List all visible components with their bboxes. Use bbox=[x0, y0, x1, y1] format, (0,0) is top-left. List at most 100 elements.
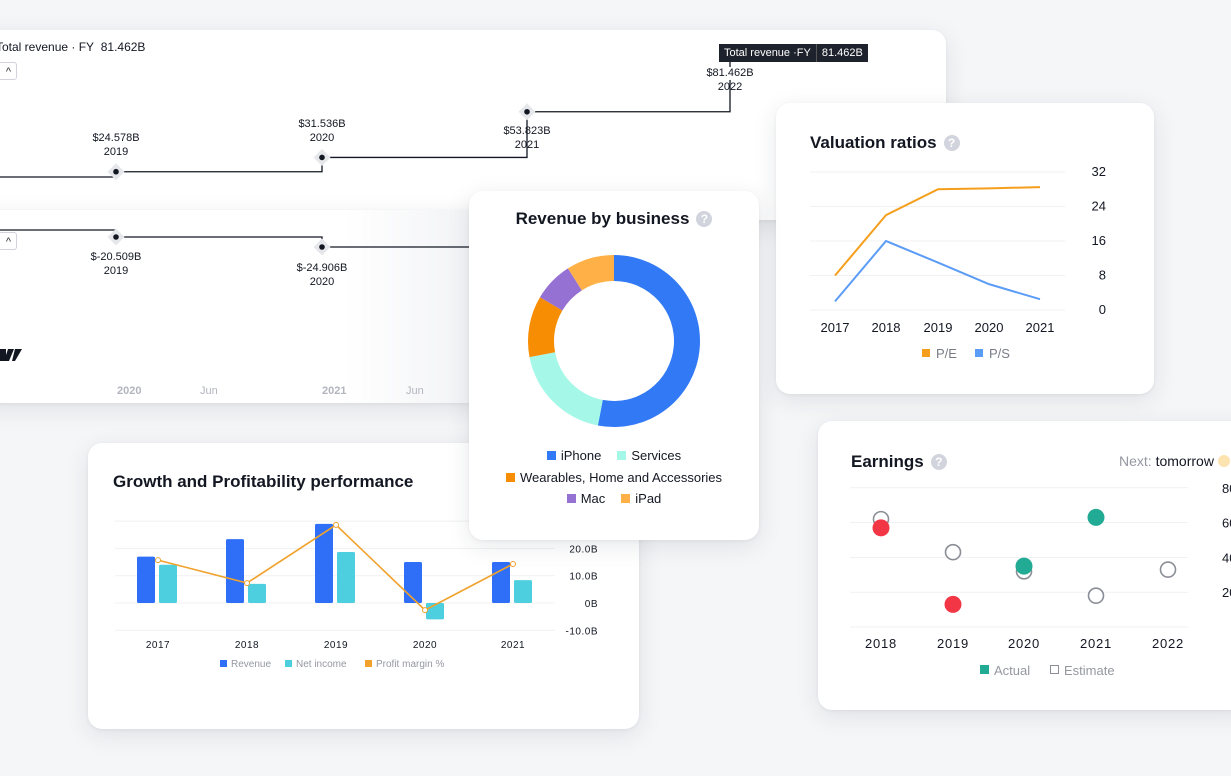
x-tick-label: 2020 bbox=[1008, 636, 1040, 651]
card-title: Valuation ratios? bbox=[810, 133, 960, 153]
legend-label: Wearables, Home and Accessories bbox=[519, 470, 723, 485]
revenue-step-line bbox=[0, 58, 731, 178]
donut-slice-services bbox=[529, 352, 603, 426]
x-tick-label: 2018 bbox=[865, 636, 897, 651]
legend-swatch bbox=[1050, 665, 1059, 674]
legend-swatch bbox=[365, 660, 372, 667]
year-label: 2021 bbox=[514, 139, 540, 151]
tooltip-value: 81.462B bbox=[821, 47, 863, 59]
legend-swatch bbox=[975, 349, 983, 357]
legend-label: Profit margin % bbox=[376, 659, 444, 670]
legend-swatch bbox=[285, 660, 292, 667]
card-title: Earnings? bbox=[851, 452, 947, 472]
legend-swatch bbox=[546, 451, 556, 460]
data-point bbox=[113, 168, 119, 175]
help-icon[interactable]: ? bbox=[696, 211, 713, 227]
profit-margin-line bbox=[157, 523, 514, 612]
legend-swatch bbox=[980, 665, 989, 674]
legend-label: Net income bbox=[296, 659, 347, 670]
y-tick-label: 0B bbox=[585, 599, 598, 610]
legend-item[interactable]: iPhone bbox=[546, 448, 602, 463]
bar-revenue bbox=[404, 562, 422, 603]
help-icon[interactable]: ? bbox=[943, 135, 960, 151]
bar-revenue bbox=[137, 556, 155, 603]
data-label: $81.462B bbox=[700, 67, 760, 80]
legend-item[interactable]: Mac bbox=[566, 491, 605, 506]
valuation-ratios-card: Valuation ratios? 32 24 16 8 0 2017 2018 2019 20… bbox=[776, 103, 1154, 394]
year-label: 2019 bbox=[103, 265, 129, 277]
legend-swatch bbox=[617, 451, 627, 460]
actual-point-beat bbox=[1015, 557, 1033, 575]
x-tick-label: 2017 bbox=[821, 320, 850, 335]
legend-label: P/E bbox=[936, 346, 957, 361]
brand-logo bbox=[0, 349, 22, 361]
help-icon[interactable]: ? bbox=[930, 454, 947, 470]
bar-net-income bbox=[337, 551, 355, 603]
actual-point-miss bbox=[872, 519, 890, 537]
bar-net-income bbox=[514, 580, 532, 603]
x-tick-label: 2019 bbox=[924, 320, 953, 335]
estimate-point bbox=[944, 543, 962, 561]
tooltip-label: Total revenue ·FY bbox=[719, 44, 817, 62]
y-tick-label: 20.0B bbox=[569, 544, 598, 555]
profit-margin-point bbox=[333, 521, 339, 528]
legend-item[interactable]: iPad bbox=[621, 491, 661, 506]
time-axis-tick: Jun bbox=[406, 385, 424, 397]
legend-label: Actual bbox=[994, 663, 1030, 678]
legend-row: Wearables, Home and Accessories bbox=[469, 470, 759, 485]
year-label: 2022 bbox=[717, 81, 743, 93]
y-tick-label: 40 bbox=[1222, 550, 1231, 565]
legend-item[interactable]: Wearables, Home and Accessories bbox=[505, 470, 723, 485]
second-step-line bbox=[0, 229, 470, 248]
collapse-button[interactable]: ^ bbox=[0, 62, 17, 80]
data-point bbox=[113, 234, 119, 240]
bar-revenue bbox=[315, 523, 333, 603]
profit-margin-point bbox=[422, 607, 428, 614]
x-tick-label: 2019 bbox=[324, 640, 348, 651]
legend-label: iPhone bbox=[560, 448, 602, 463]
y-tick-label: 80 bbox=[1222, 481, 1231, 496]
revenue-by-business-card: Revenue by business? iPhone Services Weara… bbox=[469, 191, 759, 540]
x-tick-label: 2021 bbox=[1080, 636, 1112, 651]
y-tick-label: 0 bbox=[1099, 302, 1106, 317]
bar-revenue bbox=[226, 539, 244, 603]
x-tick-label: 2021 bbox=[501, 640, 525, 651]
title-text: Valuation ratios bbox=[810, 133, 937, 152]
legend-item[interactable]: Services bbox=[617, 448, 681, 463]
next-label: Next: bbox=[1119, 453, 1152, 469]
bar-net-income bbox=[248, 583, 266, 603]
time-axis-tick: 2021 bbox=[322, 385, 347, 397]
x-tick-label: 2018 bbox=[235, 640, 259, 651]
panel-header-value: 81.462B bbox=[100, 40, 146, 54]
sun-icon bbox=[1217, 455, 1230, 467]
crosshair-tooltip: Total revenue ·FY 81.462B bbox=[719, 44, 868, 62]
legend-row: Mac iPad bbox=[469, 491, 759, 506]
y-tick-label: 32 bbox=[1092, 164, 1106, 179]
donut-slice-iphone bbox=[597, 255, 700, 427]
x-tick-label: 2022 bbox=[1152, 636, 1184, 651]
y-tick-label: -10.0B bbox=[566, 626, 598, 637]
legend-row: iPhone Services bbox=[469, 448, 759, 463]
growth-chart: 20.0B 10.0B 0B -10.0B 2017 2018 2019 2020 2021 Re… bbox=[115, 520, 598, 670]
y-tick-label: 24 bbox=[1092, 199, 1106, 214]
y-tick-label: 10.0B bbox=[569, 572, 598, 583]
series-line-ps bbox=[834, 239, 1041, 303]
x-tick-label: 2018 bbox=[872, 320, 901, 335]
panel-header: Total revenue · FY 81.462B bbox=[0, 40, 145, 54]
profit-margin-point bbox=[155, 557, 161, 564]
next-earnings: Next: tomorrow bbox=[1119, 453, 1230, 469]
series-line-pe bbox=[834, 186, 1041, 277]
donut-slice-mac bbox=[539, 268, 582, 311]
data-point bbox=[319, 154, 325, 161]
y-tick-label: 8 bbox=[1099, 268, 1106, 283]
collapse-button[interactable]: ^ bbox=[0, 232, 17, 250]
bar-revenue bbox=[492, 562, 510, 603]
legend-swatch bbox=[922, 349, 930, 357]
time-axis-tick: 2020 bbox=[117, 385, 142, 397]
donut-slice-wearables bbox=[528, 297, 563, 358]
y-tick-label: 16 bbox=[1092, 233, 1106, 248]
y-tick-label: 60 bbox=[1222, 516, 1231, 531]
legend-swatch bbox=[505, 473, 515, 482]
legend-label: P/S bbox=[989, 346, 1010, 361]
